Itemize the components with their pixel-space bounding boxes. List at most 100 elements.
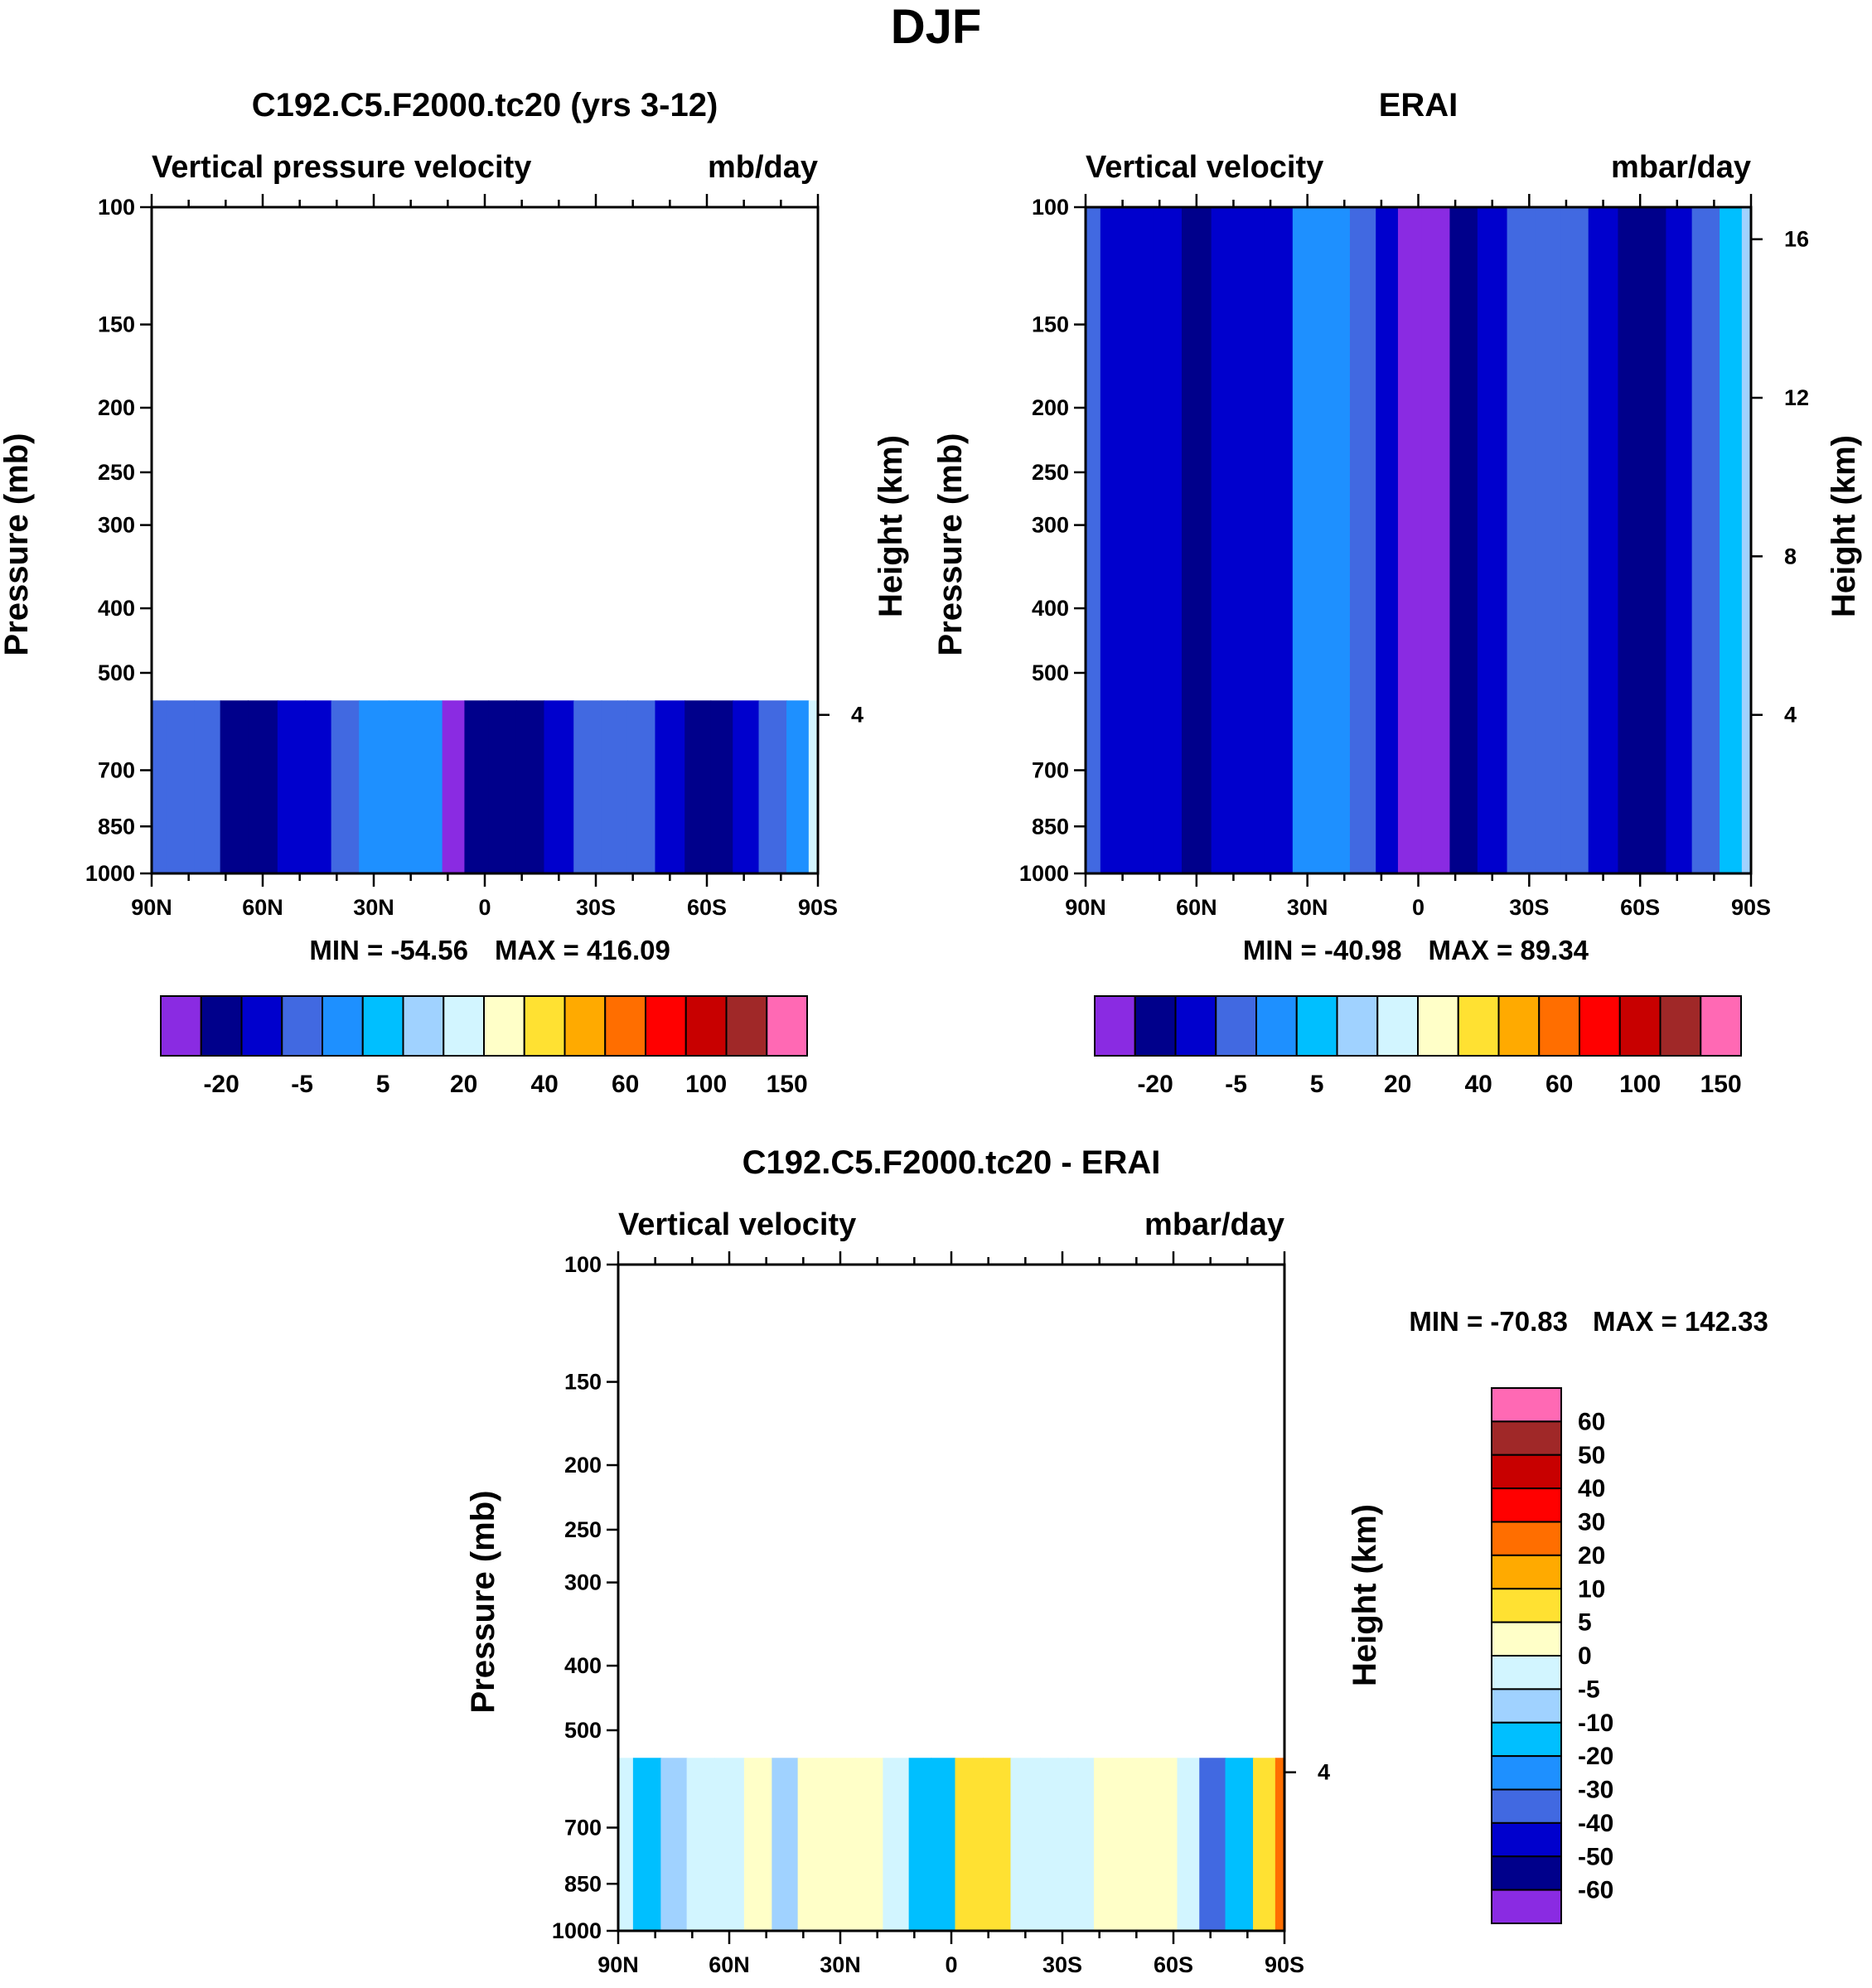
panel-title: C192.C5.F2000.tc20 - ERAI	[743, 1144, 1161, 1181]
data-cell	[1121, 1758, 1152, 1931]
colorbar-swatch	[1497, 995, 1541, 1057]
x-tick-label: 90N	[131, 895, 172, 920]
data-cell	[1507, 207, 1536, 873]
colorbar-swatch	[1538, 995, 1580, 1057]
y-tick-label: 850	[1032, 814, 1069, 839]
x-tick-label: 90N	[597, 1952, 639, 1977]
data-cell	[1253, 1758, 1276, 1931]
colorbar-swatch	[1579, 995, 1621, 1057]
data-cell	[1181, 207, 1212, 873]
y-tick-label: 500	[98, 660, 135, 685]
data-cell	[1477, 207, 1508, 873]
x-tick-label: 60S	[687, 895, 727, 920]
y-tick-label: 700	[98, 757, 135, 782]
y-tick-label: 250	[564, 1517, 602, 1542]
data-cell	[686, 1758, 715, 1931]
y-axis-label: Pressure (mb)	[0, 433, 35, 656]
x-tick-label: 30S	[576, 895, 616, 920]
colorbar-swatch	[1134, 995, 1177, 1057]
left-subtitle: Vertical velocity	[618, 1207, 856, 1242]
colorbar-swatch	[1376, 995, 1419, 1057]
x-tick-label: 0	[945, 1952, 957, 1977]
y-tick-label: 300	[1032, 513, 1069, 538]
colorbar-swatch	[1491, 1889, 1562, 1924]
data-cell	[710, 700, 734, 873]
colorbar-swatch	[1700, 995, 1742, 1057]
colorbar-label: 20	[1384, 1071, 1411, 1098]
colorbar-label: -20	[1137, 1071, 1173, 1098]
colorbar-label: 150	[1700, 1071, 1742, 1098]
data-cell	[733, 700, 760, 873]
data-cell	[442, 700, 466, 873]
colorbar-swatch	[1618, 995, 1662, 1057]
colorbar-label: 100	[685, 1071, 727, 1098]
colorbar-swatch	[1215, 995, 1257, 1057]
colorbar-swatch	[1491, 1621, 1562, 1657]
data-cell	[1618, 207, 1645, 873]
data-cell	[982, 1758, 1012, 1931]
y-tick-label: 850	[98, 814, 135, 839]
colorbar-label: -40	[1578, 1810, 1613, 1837]
data-cell	[772, 1758, 799, 1931]
panel-model: 100 150 200 250 300 400 500 700 850 1000 90N 60N 30N…	[0, 87, 909, 965]
colorbar-swatch	[523, 995, 566, 1057]
y-tick-label: 400	[98, 596, 135, 621]
data-cell	[1449, 207, 1478, 873]
min-label: MIN = -70.83	[1409, 1306, 1568, 1337]
data-cell	[1128, 207, 1155, 873]
data-cell	[305, 700, 332, 873]
data-cell	[1691, 207, 1720, 873]
y-tick-label: 1000	[1019, 861, 1069, 886]
colorbar-label: 60	[1545, 1071, 1573, 1098]
left-subtitle: Vertical pressure velocity	[152, 150, 531, 185]
height-axis-label: Height (km)	[1347, 1504, 1383, 1686]
y-tick-label: 850	[564, 1871, 602, 1896]
data-cell	[1643, 207, 1667, 873]
data-cell	[573, 700, 602, 873]
left-subtitle: Vertical velocity	[1086, 150, 1323, 185]
y-tick-label: 1000	[552, 1918, 602, 1943]
data-cell	[1292, 207, 1323, 873]
colorbar-label: -50	[1578, 1843, 1613, 1870]
x-tick-label: 30N	[1287, 895, 1328, 920]
data-cell	[1010, 1758, 1041, 1931]
data-cell	[1560, 207, 1589, 873]
data-cell	[1741, 207, 1752, 873]
colorbar-swatch	[1094, 995, 1136, 1057]
colorbar-swatch	[281, 995, 323, 1057]
data-cell	[277, 700, 307, 873]
y-tick-label: 150	[1032, 312, 1069, 337]
data-cell	[166, 700, 196, 873]
data-cell	[743, 1758, 773, 1931]
height-axis-label: Height (km)	[1826, 435, 1862, 617]
colorbar-swatch	[402, 995, 445, 1057]
colorbar-label: 10	[1578, 1575, 1605, 1603]
max-label: MAX = 142.33	[1593, 1306, 1768, 1337]
y-tick-label: 700	[564, 1815, 602, 1840]
x-tick-label: 60N	[709, 1952, 750, 1977]
height-tick-label: 4	[1318, 1760, 1330, 1785]
height-tick-label: 4	[851, 703, 863, 728]
data-cell	[1067, 1758, 1095, 1931]
height-tick-label: 8	[1784, 544, 1797, 568]
colorbar-swatch	[1491, 1788, 1562, 1824]
x-tick-label: 30S	[1509, 895, 1549, 920]
data-cell	[544, 700, 574, 873]
colorbar-label: 150	[767, 1071, 808, 1098]
data-cell	[955, 1758, 984, 1931]
data-cell	[1154, 207, 1183, 873]
height-tick-label: 16	[1784, 227, 1809, 252]
colorbar-swatch	[1491, 1855, 1562, 1891]
colorbar-swatch	[443, 995, 485, 1057]
data-cell	[488, 700, 517, 873]
colorbar-label: 30	[1578, 1509, 1605, 1536]
height-tick-label: 4	[1784, 703, 1797, 728]
x-tick-label: 0	[1412, 895, 1425, 920]
y-tick-label: 300	[564, 1570, 602, 1595]
data-cell	[1093, 1758, 1123, 1931]
colorbar-erai: -20 -5 5 20 40 60 100 150	[1094, 995, 1742, 1098]
colorbar-label: -5	[1578, 1676, 1600, 1703]
